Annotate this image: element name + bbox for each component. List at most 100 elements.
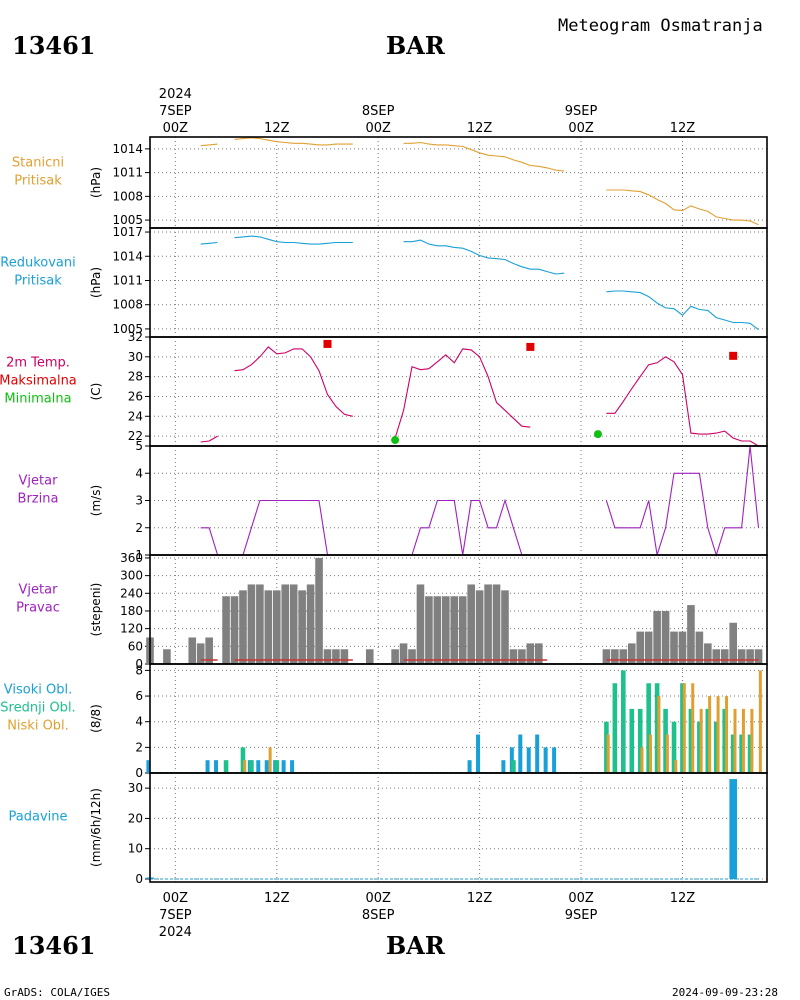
wind-dir-bar bbox=[518, 649, 526, 664]
cloud-low-bar bbox=[268, 747, 272, 773]
wind-dir-bar bbox=[323, 649, 332, 664]
wind-dir-bar bbox=[256, 584, 264, 664]
cloud-low-bar bbox=[699, 708, 703, 773]
y-tick-label: 1014 bbox=[112, 249, 143, 263]
cloud-middle-bar bbox=[697, 721, 702, 773]
stp-series-line bbox=[606, 189, 759, 226]
wind-dir-bar bbox=[230, 596, 239, 664]
bottom-time-label: 2024 bbox=[159, 925, 192, 940]
wind-dir-bar bbox=[365, 649, 374, 664]
cloud-middle-bar bbox=[223, 760, 229, 773]
cloud-low-bar bbox=[708, 696, 712, 773]
cloud-low-bar bbox=[750, 708, 754, 773]
temp-series-line bbox=[606, 356, 759, 447]
panel-temp: 22 24 26 28 30 32 2m Temp. Maksimalna Minimalna (… bbox=[0, 330, 768, 447]
wspd-series-line bbox=[403, 498, 531, 556]
cloud-high-bar bbox=[476, 734, 481, 773]
wind-dir-bar bbox=[264, 590, 273, 664]
y-tick-label: 32 bbox=[128, 330, 143, 344]
cloud-middle-bar bbox=[629, 708, 635, 773]
y-tick-label: 22 bbox=[128, 429, 143, 443]
cloud-low-bar bbox=[640, 747, 644, 773]
wind-dir-bar bbox=[720, 649, 729, 664]
y-tick-label: 20 bbox=[128, 811, 143, 825]
cloud-high-bar bbox=[281, 760, 286, 773]
panel-slp: 1005 1008 1011 1014 1017 Redukovani Pritisak (h… bbox=[0, 225, 768, 338]
tmax-marker bbox=[526, 342, 535, 351]
cloud-middle-bar bbox=[739, 734, 744, 773]
cloud-middle-bar bbox=[511, 760, 516, 773]
wspd-series-line bbox=[605, 445, 760, 557]
y-tick-label: 26 bbox=[128, 389, 143, 403]
panel-precip: 0 10 20 30 Padavine (mm/6h/12h) bbox=[9, 772, 768, 886]
top-time-label: 12Z bbox=[670, 121, 696, 136]
y-tick-label: 1 bbox=[135, 548, 143, 562]
bottom-time-label: 7SEP bbox=[159, 908, 192, 923]
y-tick-label: 6 bbox=[135, 689, 143, 703]
panel-label: Stanicni bbox=[12, 156, 64, 171]
y-tick-label: 3 bbox=[135, 494, 143, 508]
wind-dir-bar bbox=[661, 610, 670, 664]
station-name-top: BAR bbox=[386, 31, 446, 60]
tmin-marker bbox=[391, 436, 400, 445]
station-name-bottom: BAR bbox=[386, 931, 446, 960]
stp-series-line bbox=[234, 137, 353, 146]
wind-dir-bar bbox=[712, 649, 721, 664]
wind-dir-bar bbox=[467, 584, 475, 664]
tmax-marker bbox=[323, 339, 332, 348]
wind-dir-bar bbox=[391, 649, 399, 664]
wind-dir-bar bbox=[475, 590, 484, 664]
panel-label: Niski Obl. bbox=[7, 719, 69, 734]
wind-dir-bar bbox=[534, 643, 543, 664]
y-tick-label: 5 bbox=[135, 439, 143, 453]
wind-dir-bar bbox=[492, 584, 501, 664]
wind-dir-bar bbox=[636, 631, 645, 664]
cloud-middle-bar bbox=[680, 683, 685, 773]
cloud-middle-bar bbox=[637, 708, 643, 773]
chart-title: Meteogram Osmatranja bbox=[558, 16, 763, 36]
bottom-time-label: 12Z bbox=[264, 891, 290, 906]
cloud-high-bar bbox=[543, 747, 548, 773]
unit-label: (hPa) bbox=[89, 167, 103, 198]
y-tick-label: 120 bbox=[120, 622, 143, 636]
cloud-low-bar bbox=[243, 760, 247, 773]
y-tick-label: 24 bbox=[128, 409, 143, 423]
wind-dir-bar bbox=[458, 596, 467, 664]
cloud-low-bar bbox=[682, 683, 686, 773]
cloud-high-bar bbox=[264, 760, 269, 773]
wind-dir-bar bbox=[754, 649, 763, 664]
wind-dir-bar bbox=[399, 643, 408, 664]
cloud-middle-bar bbox=[705, 708, 711, 773]
unit-label: (mm/6h/12h) bbox=[89, 788, 103, 867]
cloud-high-bar bbox=[205, 760, 210, 773]
y-tick-label: 1005 bbox=[112, 322, 143, 336]
y-tick-label: 4 bbox=[135, 715, 143, 729]
wind-dir-bar bbox=[425, 596, 433, 664]
tmax-marker bbox=[729, 351, 738, 360]
panel-wdir: 0 60 120 180 240 300 360 Vjetar Pravac (stepeni) bbox=[16, 551, 768, 671]
panel-frame bbox=[149, 227, 768, 338]
bottom-time-label: 9SEP bbox=[565, 908, 598, 923]
top-time-label: 00Z bbox=[568, 121, 594, 136]
panel-wspd: 1 2 3 4 5 Vjetar Brzina (m/s) bbox=[18, 439, 768, 562]
top-time-label: 00Z bbox=[163, 121, 189, 136]
slp-series-line bbox=[403, 239, 565, 275]
cloud-low-bar bbox=[716, 696, 720, 773]
y-tick-label: 0 bbox=[135, 766, 143, 780]
cloud-middle-bar bbox=[604, 721, 609, 773]
unit-label: (8/8) bbox=[89, 704, 103, 733]
wind-dir-bar bbox=[619, 649, 628, 664]
y-tick-label: 1011 bbox=[112, 166, 143, 180]
cloud-middle-bar bbox=[722, 708, 728, 773]
wind-dir-bar bbox=[670, 631, 678, 664]
wind-dir-bar bbox=[729, 622, 737, 664]
y-tick-label: 180 bbox=[120, 604, 143, 618]
temp-series-line bbox=[234, 346, 353, 417]
slp-series-line bbox=[200, 241, 218, 245]
wind-dir-bar bbox=[687, 605, 695, 664]
wind-dir-bar bbox=[332, 649, 340, 664]
panel-label: Maksimalna bbox=[0, 374, 77, 389]
precip-bar bbox=[729, 779, 737, 879]
